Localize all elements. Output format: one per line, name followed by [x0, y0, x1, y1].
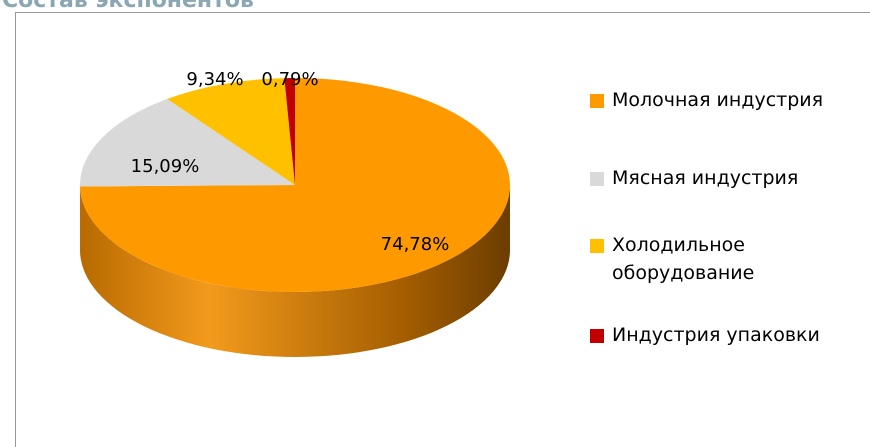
legend-swatch	[590, 329, 604, 343]
data-label: 9,34%	[186, 69, 243, 90]
legend-label: Мясная индустрия	[612, 167, 799, 189]
legend-item: Молочная индустрия	[590, 86, 870, 114]
legend-label: Холодильное оборудование	[612, 234, 755, 284]
legend-swatch	[590, 239, 604, 253]
legend-item: Мясная индустрия	[590, 164, 870, 192]
slice	[80, 98, 295, 187]
data-label: 0,79%	[261, 69, 318, 90]
chart-frame	[15, 12, 870, 447]
chart-title: Состав экспонентов	[2, 0, 254, 13]
slice-side	[80, 185, 510, 357]
slice	[284, 78, 295, 185]
legend-item: Холодильное оборудование	[590, 231, 782, 287]
legend-label: Индустрия упаковки	[612, 324, 820, 346]
data-label: 74,78%	[381, 234, 450, 255]
legend-swatch	[590, 94, 604, 108]
data-label: 15,09%	[131, 156, 200, 177]
legend-swatch	[590, 172, 604, 186]
legend-label: Молочная индустрия	[612, 89, 824, 111]
slice	[80, 78, 510, 292]
slice	[167, 78, 295, 185]
legend-item: Индустрия упаковки	[590, 321, 870, 349]
